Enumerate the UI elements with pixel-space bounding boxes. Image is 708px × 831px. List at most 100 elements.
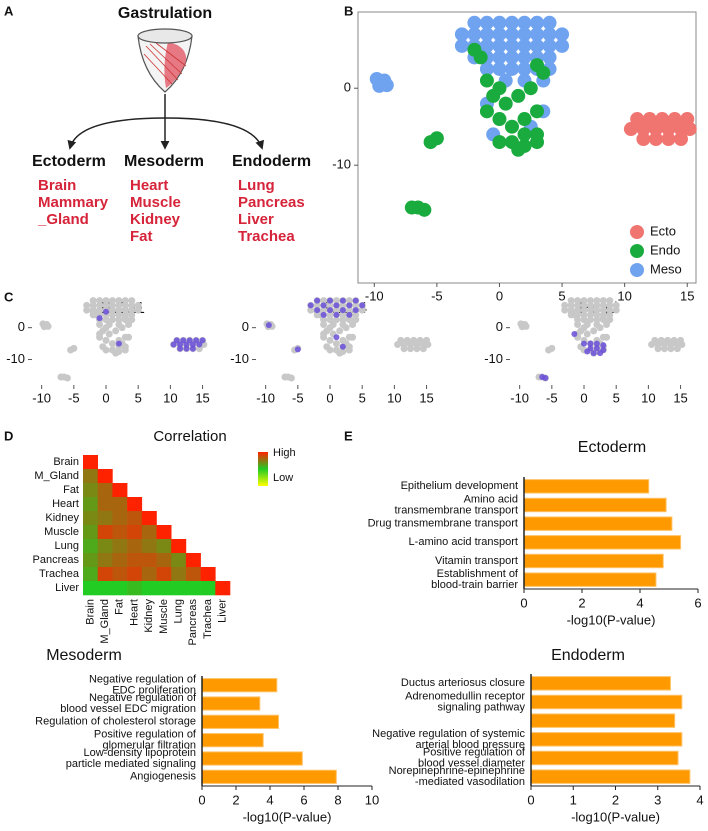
organ: _Gland <box>37 211 89 228</box>
category-label: Low-density lipoprotein particle mediated… <box>66 747 196 770</box>
expression-point <box>199 337 206 344</box>
x-tick-label: 1 <box>570 792 577 807</box>
x-tick-label: 2 <box>578 595 585 610</box>
expression-point <box>189 341 196 348</box>
point <box>492 38 507 53</box>
background-point <box>332 340 340 348</box>
point <box>492 112 507 127</box>
heatmap-cell <box>83 525 98 540</box>
point <box>504 27 519 42</box>
heatmap-cell <box>97 581 113 596</box>
y-tick-label: 0 <box>18 319 25 334</box>
background-point <box>561 306 569 314</box>
background-point <box>112 349 120 357</box>
x-tick-label: -5 <box>546 390 558 405</box>
point <box>555 38 570 53</box>
colorbar-label: Low <box>273 472 293 484</box>
x-tick-label: -10 <box>32 390 51 405</box>
heatmap-cell <box>112 581 128 596</box>
background-point <box>574 320 582 328</box>
background-point <box>590 327 598 335</box>
bar <box>530 732 683 747</box>
heatmap-cell <box>83 567 98 582</box>
point <box>536 65 551 80</box>
background-point <box>583 330 591 338</box>
row-label: Trachea <box>39 568 80 580</box>
x-tick-label: 0 <box>520 595 527 610</box>
expression-point <box>96 315 103 322</box>
expression-point <box>186 337 193 344</box>
legend-label: Endo <box>650 242 680 257</box>
colorbar <box>258 452 268 486</box>
category-label: Positive regulation of blood vessel diame… <box>418 746 526 769</box>
column-label: Fat <box>114 599 126 615</box>
background-point <box>102 346 110 354</box>
background-point <box>125 317 133 325</box>
point <box>479 61 494 76</box>
heatmap-cell <box>141 525 157 540</box>
point <box>673 132 688 147</box>
point <box>542 38 557 53</box>
heatmap-cell <box>97 483 113 498</box>
point <box>479 104 494 119</box>
heatmap-cell <box>171 539 187 554</box>
background-point <box>96 320 104 328</box>
x-tick-label: -10 <box>510 390 529 405</box>
germ-layer: Mesoderm <box>124 153 204 170</box>
point <box>498 96 513 111</box>
germ-layer: Endoderm <box>232 153 311 170</box>
expression-point <box>339 343 346 350</box>
column-label: Heart <box>128 599 140 626</box>
row-label: Fat <box>63 484 79 496</box>
row-label: Kidney <box>45 512 79 524</box>
heatmap-cell <box>200 581 216 596</box>
heatmap-cell <box>112 511 128 526</box>
category-label: Establishment of blood-train barrier <box>431 568 519 591</box>
heatmap-cell <box>97 553 113 568</box>
heatmap-cell <box>200 567 216 582</box>
background-point <box>654 345 662 353</box>
x-axis-label: -log10(P-value) <box>243 809 332 824</box>
heatmap-cell <box>97 497 113 512</box>
point <box>630 112 645 127</box>
x-tick-label: 4 <box>266 792 273 807</box>
point <box>642 112 657 127</box>
background-point <box>336 327 344 335</box>
point <box>636 122 651 137</box>
background-point <box>400 345 408 353</box>
background-point <box>603 317 611 325</box>
y-tick-label: 0 <box>344 80 351 95</box>
x-tick-label: -10 <box>365 288 384 303</box>
organ: Muscle <box>130 194 181 211</box>
x-tick-label: 15 <box>195 390 209 405</box>
point <box>492 15 507 30</box>
background-point <box>406 345 414 353</box>
point <box>530 15 545 30</box>
heatmap-cell <box>156 581 172 596</box>
expression-point <box>193 337 200 344</box>
organ: Liver <box>238 211 274 228</box>
point <box>623 122 638 137</box>
background-point <box>660 345 668 353</box>
point <box>661 132 676 147</box>
point <box>479 15 494 30</box>
x-tick-label: 0 <box>326 390 333 405</box>
category-label: Positive regulation of glomerular filtrat… <box>94 729 197 752</box>
expression-point <box>294 346 301 353</box>
point <box>517 50 532 65</box>
background-point <box>118 324 126 332</box>
expression-point <box>196 341 203 348</box>
point <box>467 15 482 30</box>
expression-point <box>587 340 594 347</box>
heatmap-cell <box>112 525 128 540</box>
expression-point <box>189 345 196 352</box>
x-tick-label: -5 <box>68 390 80 405</box>
column-label: Liver <box>217 599 229 623</box>
y-tick-label: -10 <box>484 351 503 366</box>
point <box>454 38 469 53</box>
expression-point <box>597 350 604 357</box>
background-point <box>545 346 553 354</box>
expression-point <box>177 341 184 348</box>
point <box>379 78 394 93</box>
point <box>417 202 432 217</box>
